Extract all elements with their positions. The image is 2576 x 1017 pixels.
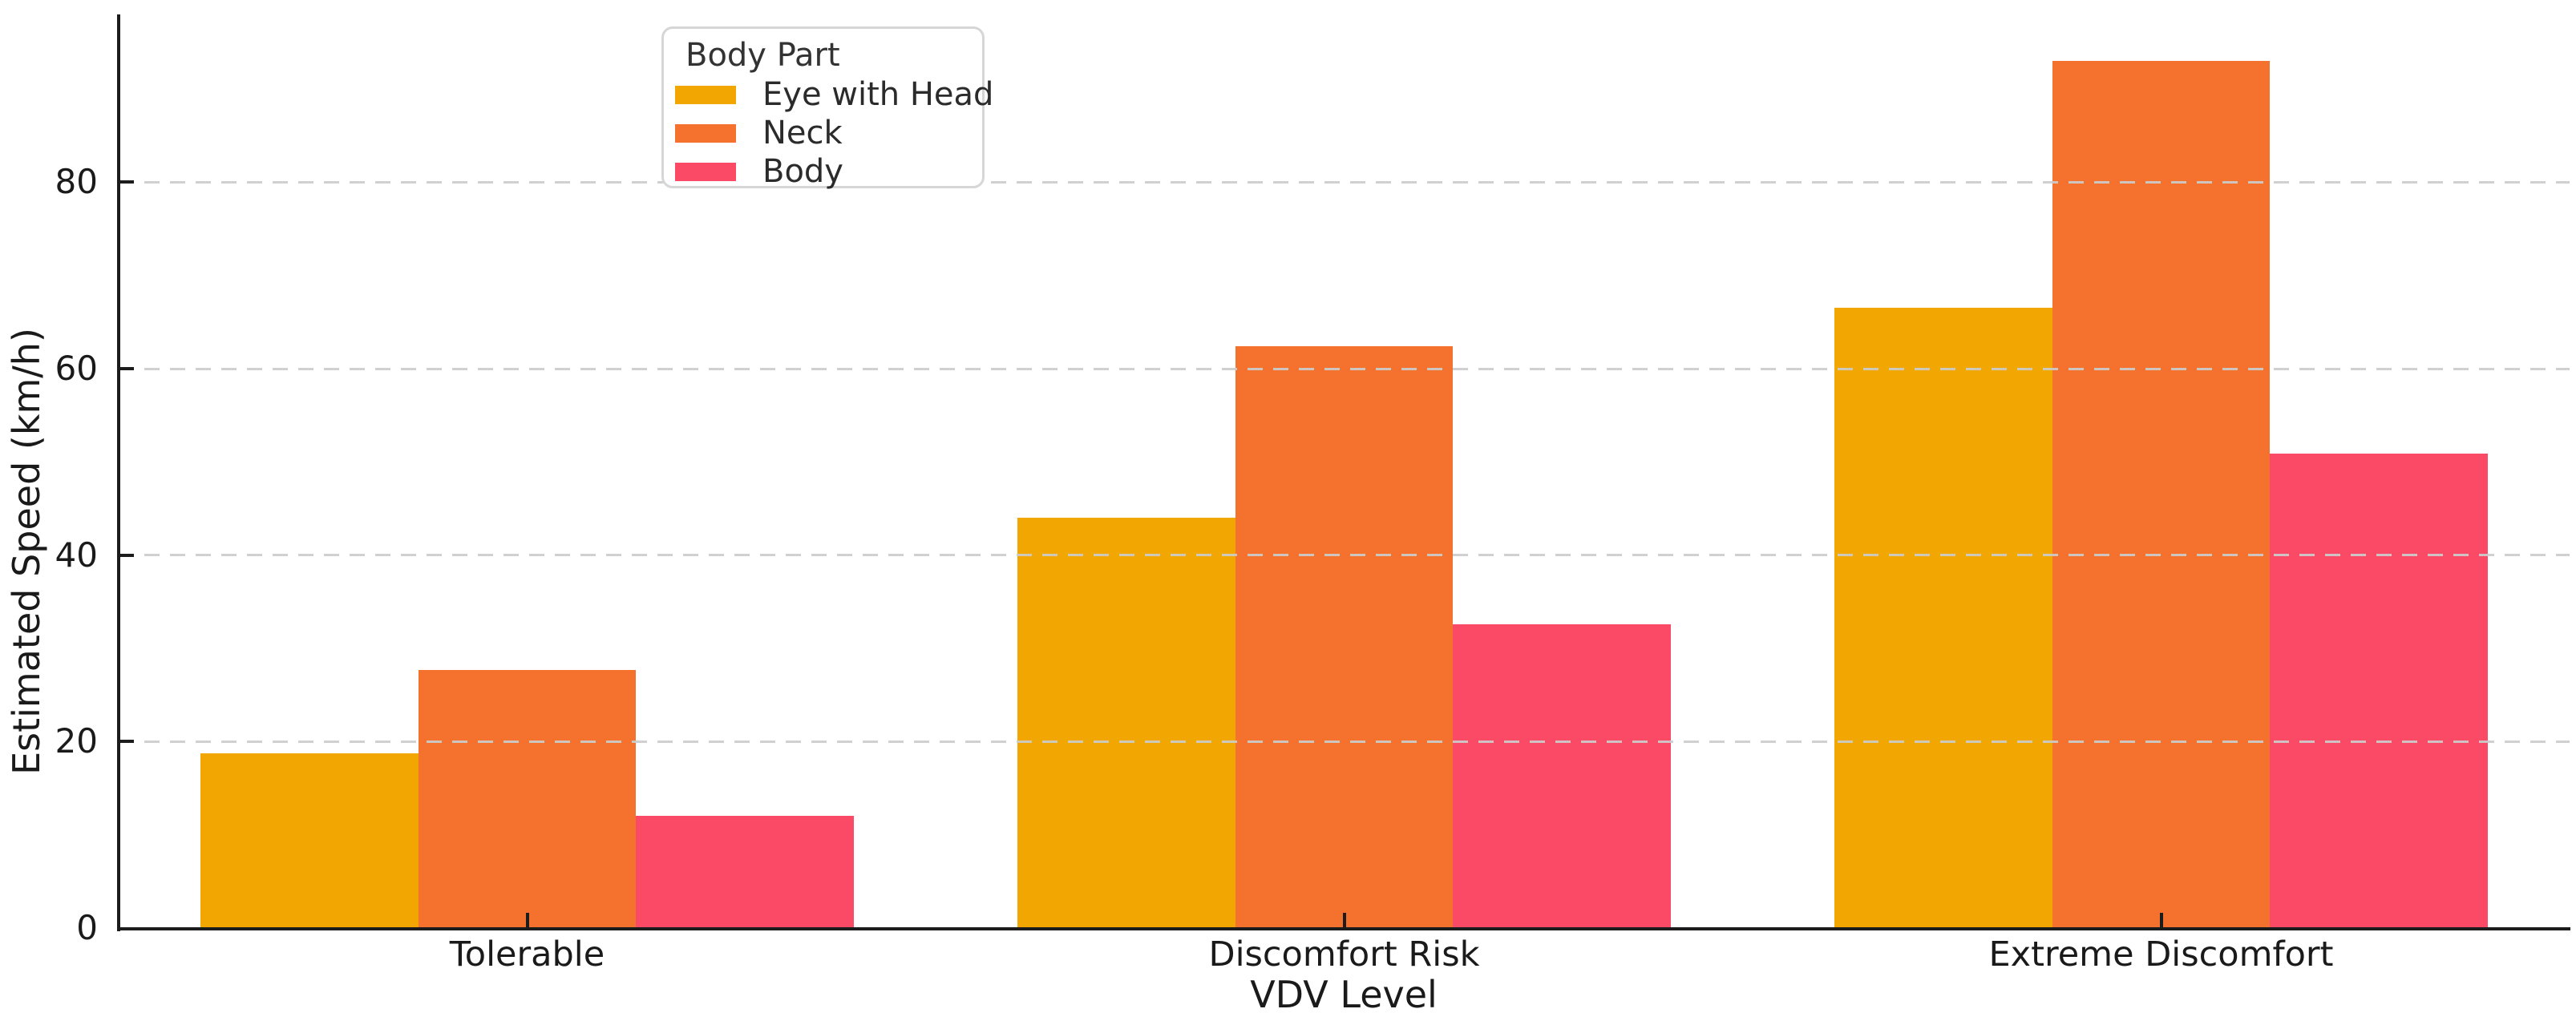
- gridline-80: [119, 180, 2570, 184]
- legend-label: Body: [762, 153, 843, 190]
- bar-extreme-discomfort-eye-with-head: [1834, 308, 2052, 928]
- legend-title: Body Part: [685, 37, 840, 74]
- x-tick-mark-discomfort-risk: [1342, 913, 1346, 928]
- legend: Body Part Eye with Head Neck Body: [661, 26, 993, 191]
- plot-area: [119, 14, 2570, 928]
- legend-swatch-eye-with-head: [675, 85, 736, 104]
- x-tick-mark-tolerable: [525, 913, 529, 928]
- bar-extreme-discomfort-body: [2270, 453, 2489, 928]
- x-axis-spine: [117, 927, 2570, 930]
- bar-discomfort-risk-eye-with-head: [1017, 518, 1235, 928]
- y-tick-mark-40: [119, 553, 134, 557]
- gridline-60: [119, 367, 2570, 370]
- y-tick-label-80: 80: [55, 162, 98, 202]
- tick-marks-layer: [119, 14, 2570, 928]
- legend-label: Neck: [762, 115, 843, 151]
- legend-entry: Eye with Head: [675, 75, 993, 114]
- x-tick-label-discomfort-risk: Discomfort Risk: [1208, 934, 1480, 975]
- y-tick-label-60: 60: [55, 349, 98, 389]
- y-axis-label: Estimated Speed (km/h): [5, 328, 48, 775]
- legend-label: Eye with Head: [762, 76, 994, 113]
- bars-layer: [119, 14, 2570, 928]
- x-axis-label: VDV Level: [1250, 973, 1438, 1016]
- y-tick-label-20: 20: [55, 721, 98, 761]
- legend-entry: Neck: [675, 114, 982, 152]
- gridlines-layer: [119, 14, 2570, 928]
- bar-tolerable-neck: [418, 669, 637, 928]
- x-tick-label-tolerable: Tolerable: [449, 934, 605, 975]
- y-tick-mark-80: [119, 180, 134, 184]
- gridline-40: [119, 554, 2570, 557]
- y-tick-label-40: 40: [55, 535, 98, 575]
- legend-swatch-neck: [675, 123, 736, 143]
- bar-tolerable-body: [636, 816, 855, 928]
- bar-tolerable-eye-with-head: [200, 753, 419, 928]
- y-tick-label-0: 0: [76, 908, 98, 947]
- bar-discomfort-risk-neck: [1235, 346, 1454, 928]
- y-tick-mark-20: [119, 740, 134, 744]
- x-tick-mark-extreme-discomfort: [2159, 913, 2163, 928]
- x-tick-label-extreme-discomfort: Extreme Discomfort: [1988, 934, 2334, 975]
- bar-extreme-discomfort-neck: [2052, 61, 2271, 928]
- legend-swatch-body: [675, 162, 736, 181]
- gridline-20: [119, 740, 2570, 743]
- legend-entry: Body: [675, 152, 982, 191]
- y-tick-mark-60: [119, 367, 134, 371]
- y-axis-spine: [117, 14, 120, 931]
- bar-discomfort-risk-body: [1453, 624, 1672, 928]
